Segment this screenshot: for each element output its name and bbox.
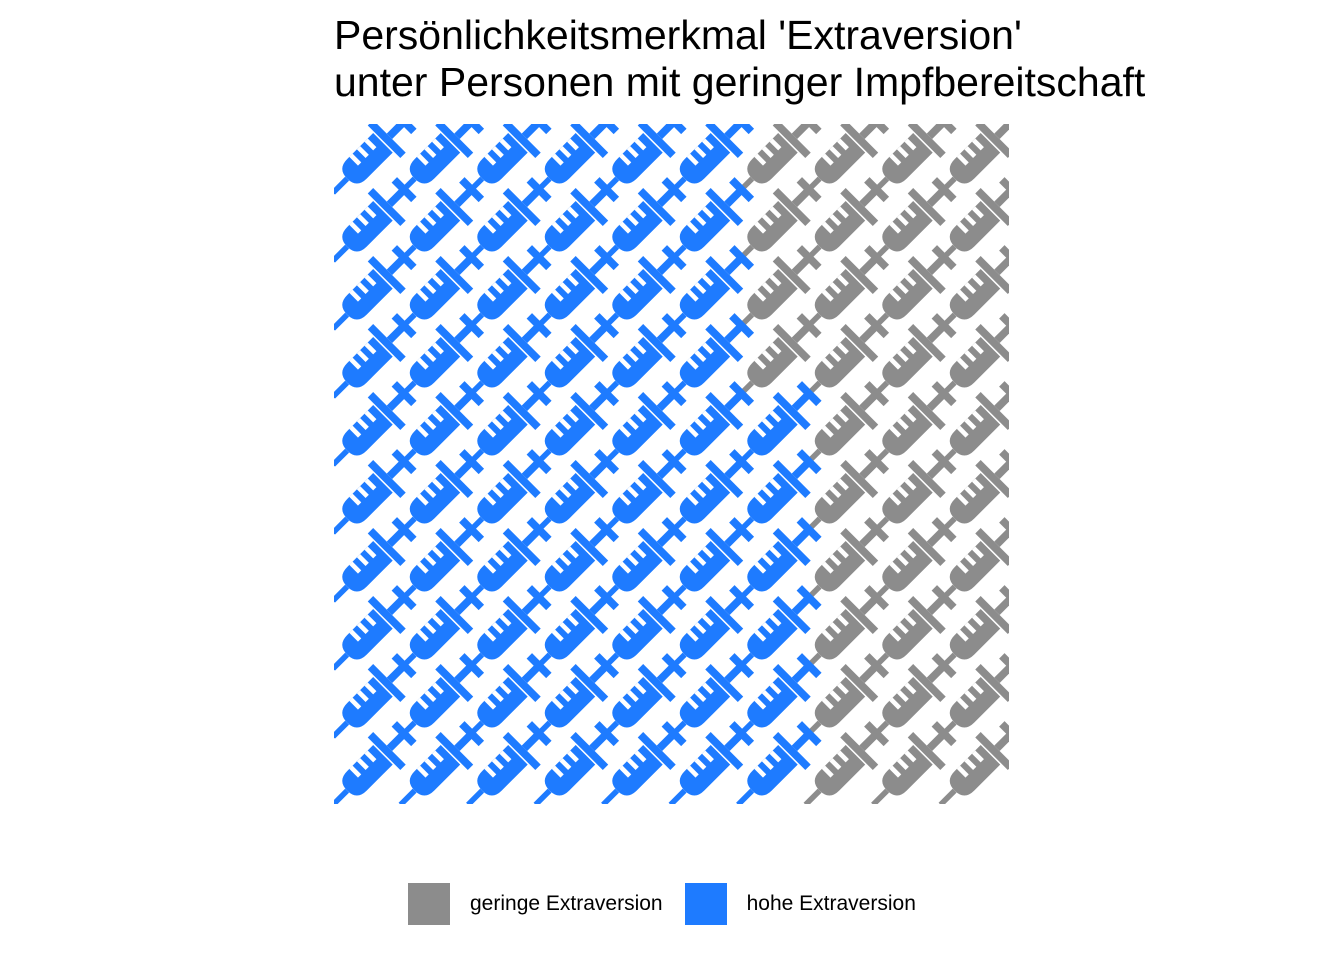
syringe-icon xyxy=(466,381,552,467)
syringe-icon xyxy=(736,517,822,603)
legend-swatch-geringe xyxy=(408,883,450,925)
syringe-icon xyxy=(533,449,620,535)
syringe-icon xyxy=(398,313,485,399)
syringe-icon xyxy=(601,449,687,535)
syringe-icon xyxy=(334,721,417,804)
syringe-icon xyxy=(938,124,1009,195)
legend-label-hohe: hohe Extraversion xyxy=(746,892,916,915)
syringe-icon xyxy=(601,177,687,263)
syringe-icon xyxy=(466,517,552,603)
syringe-icon xyxy=(601,585,687,671)
syringe-icon xyxy=(871,177,957,263)
syringe-icon xyxy=(871,245,957,331)
syringe-icon xyxy=(803,653,890,739)
syringe-icon xyxy=(398,381,485,467)
syringe-icon xyxy=(334,177,417,263)
syringe-icon xyxy=(398,585,485,671)
syringe-icon xyxy=(334,313,417,399)
syringe-icon xyxy=(334,381,417,467)
chart-title: Persönlichkeitsmerkmal 'Extraversion' xyxy=(334,12,1022,58)
syringe-icon xyxy=(668,517,755,603)
syringe-icon xyxy=(871,449,957,535)
syringe-icon xyxy=(398,517,485,603)
syringe-icon xyxy=(398,653,485,739)
legend-item-geringe: geringe Extraversion xyxy=(408,883,663,925)
syringe-icon xyxy=(533,721,620,804)
syringe-icon xyxy=(533,653,620,739)
syringe-icon xyxy=(938,585,1009,671)
syringe-icon xyxy=(938,245,1009,331)
syringe-icon xyxy=(803,245,890,331)
syringe-icon xyxy=(938,381,1009,467)
syringe-icon xyxy=(334,449,417,535)
syringe-icon xyxy=(466,721,552,804)
syringe-icon xyxy=(533,517,620,603)
syringe-icon xyxy=(334,585,417,671)
syringe-icon xyxy=(533,313,620,399)
syringe-icon xyxy=(334,517,417,603)
syringe-icon xyxy=(938,313,1009,399)
syringe-icon xyxy=(668,313,755,399)
syringe-icon xyxy=(466,313,552,399)
syringe-icon xyxy=(736,653,822,739)
syringe-icon xyxy=(601,124,687,195)
chart-title-block: Persönlichkeitsmerkmal 'Extraversion' un… xyxy=(334,12,1145,106)
syringe-icon xyxy=(668,653,755,739)
syringe-icon xyxy=(736,313,822,399)
syringe-icon xyxy=(871,585,957,671)
syringe-icon xyxy=(871,124,957,195)
syringe-icon xyxy=(668,381,755,467)
syringe-icon xyxy=(803,449,890,535)
syringe-icon xyxy=(601,517,687,603)
syringe-icon xyxy=(601,721,687,804)
syringe-icon xyxy=(803,177,890,263)
syringe-icon xyxy=(871,313,957,399)
syringe-icon xyxy=(668,585,755,671)
syringe-icon xyxy=(533,124,620,195)
legend-swatch-hohe xyxy=(684,883,727,925)
legend-label-geringe: geringe Extraversion xyxy=(470,892,663,915)
syringe-icon xyxy=(871,381,957,467)
syringe-icon xyxy=(736,124,822,195)
syringe-icon xyxy=(668,124,755,195)
syringe-icon xyxy=(668,721,755,804)
syringe-icon xyxy=(334,245,417,331)
syringe-icon xyxy=(736,177,822,263)
syringe-icon xyxy=(466,449,552,535)
legend-item-hohe: hohe Extraversion xyxy=(684,883,916,925)
syringe-icon xyxy=(938,449,1009,535)
chart-subtitle: unter Personen mit geringer Impfbereitsc… xyxy=(334,59,1146,105)
syringe-icon xyxy=(803,721,890,804)
syringe-icon xyxy=(871,721,957,804)
syringe-icon xyxy=(668,245,755,331)
syringe-icon xyxy=(803,313,890,399)
syringe-icon xyxy=(533,381,620,467)
syringe-icon xyxy=(938,721,1009,804)
legend: geringe Extraversion hohe Extraversion xyxy=(408,882,916,926)
syringe-icon xyxy=(466,124,552,195)
syringe-icon xyxy=(601,381,687,467)
syringe-icon xyxy=(334,653,417,739)
syringe-icon xyxy=(466,585,552,671)
syringe-icon xyxy=(334,124,417,195)
syringe-icon xyxy=(803,124,890,195)
syringe-icon xyxy=(938,517,1009,603)
syringe-icon xyxy=(398,721,485,804)
syringe-icon xyxy=(736,721,822,804)
syringe-icon-grid xyxy=(334,124,1009,804)
syringe-icon xyxy=(803,585,890,671)
syringe-icon xyxy=(736,381,822,467)
syringe-icon xyxy=(398,124,485,195)
syringe-icon xyxy=(601,245,687,331)
syringe-icon xyxy=(736,585,822,671)
